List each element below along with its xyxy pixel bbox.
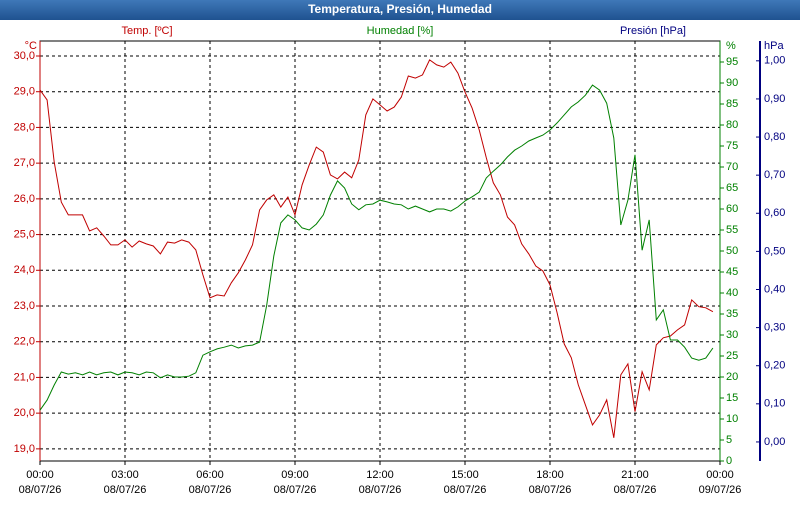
legend-label: Humedad [%] <box>367 25 434 37</box>
x-tick-label: 09:00 <box>281 469 309 481</box>
x-tick-date: 08/07/26 <box>359 484 402 496</box>
y3-tick-label: 0,30 <box>764 322 785 334</box>
y2-tick-label: 20 <box>726 371 738 383</box>
y3-tick-label: 0,60 <box>764 207 785 219</box>
y2-tick-label: 70 <box>726 161 738 173</box>
y-tick-label: 26,0 <box>14 193 35 205</box>
x-tick-label: 00:00 <box>26 469 54 481</box>
y3-tick-label: 0,20 <box>764 360 785 372</box>
y3-tick-label: 0,10 <box>764 398 785 410</box>
y2-tick-label: 5 <box>726 434 732 446</box>
y-tick-label: 27,0 <box>14 157 35 169</box>
series-line <box>39 59 714 438</box>
x-tick-date: 08/07/26 <box>189 484 232 496</box>
y-unit: °C <box>25 40 37 52</box>
x-tick-label: 00:00 <box>706 469 734 481</box>
x-tick-date: 08/07/26 <box>19 484 62 496</box>
x-tick-date: 08/07/26 <box>614 484 657 496</box>
y3-tick-label: 0,90 <box>764 93 785 105</box>
y2-tick-label: 45 <box>726 266 738 278</box>
y2-tick-label: 95 <box>726 56 738 68</box>
legend-label: Temp. [ºC] <box>121 25 172 37</box>
y3-tick-label: 0,80 <box>764 131 785 143</box>
y2-tick-label: 80 <box>726 119 738 131</box>
y2-tick-label: 40 <box>726 287 738 299</box>
y2-unit: % <box>726 40 736 52</box>
y-tick-label: 30,0 <box>14 50 35 62</box>
y-tick-label: 25,0 <box>14 228 35 240</box>
y2-tick-label: 55 <box>726 224 738 236</box>
y2-tick-label: 10 <box>726 413 738 425</box>
y2-tick-label: 65 <box>726 182 738 194</box>
y2-tick-label: 15 <box>726 392 738 404</box>
y3-tick-label: 1,00 <box>764 55 785 67</box>
y2-tick-label: 60 <box>726 203 738 215</box>
x-tick-label: 03:00 <box>111 469 139 481</box>
x-tick-date: 08/07/26 <box>104 484 147 496</box>
y2-tick-label: 85 <box>726 98 738 110</box>
x-tick-label: 21:00 <box>621 469 649 481</box>
y2-tick-label: 90 <box>726 77 738 89</box>
y-tick-label: 20,0 <box>14 407 35 419</box>
y3-tick-label: 0,50 <box>764 245 785 257</box>
series-line <box>39 84 714 411</box>
y2-tick-label: 75 <box>726 140 738 152</box>
y-tick-label: 24,0 <box>14 264 35 276</box>
chart-title: Temperatura, Presión, Humedad <box>308 2 492 16</box>
x-tick-date: 08/07/26 <box>529 484 572 496</box>
x-tick-label: 18:00 <box>536 469 564 481</box>
y3-tick-label: 0,40 <box>764 283 785 295</box>
y-tick-label: 29,0 <box>14 86 35 98</box>
y3-tick-label: 0,00 <box>764 436 785 448</box>
x-tick-label: 15:00 <box>451 469 479 481</box>
y2-tick-label: 50 <box>726 245 738 257</box>
y3-unit: hPa <box>764 40 784 52</box>
y-tick-label: 19,0 <box>14 443 35 455</box>
y2-tick-label: 25 <box>726 350 738 362</box>
title-bar <box>0 0 800 20</box>
y-tick-label: 22,0 <box>14 336 35 348</box>
y-tick-label: 28,0 <box>14 121 35 133</box>
y3-tick-label: 0,70 <box>764 169 785 181</box>
x-tick-date: 09/07/26 <box>699 484 742 496</box>
x-tick-date: 08/07/26 <box>274 484 317 496</box>
legend-label: Presión [hPa] <box>620 25 686 37</box>
x-tick-label: 12:00 <box>366 469 394 481</box>
y-tick-label: 21,0 <box>14 371 35 383</box>
y-tick-label: 23,0 <box>14 300 35 312</box>
x-tick-label: 06:00 <box>196 469 224 481</box>
y2-tick-label: 30 <box>726 329 738 341</box>
x-tick-date: 08/07/26 <box>444 484 487 496</box>
y2-tick-label: 0 <box>726 455 732 467</box>
y2-tick-label: 35 <box>726 308 738 320</box>
